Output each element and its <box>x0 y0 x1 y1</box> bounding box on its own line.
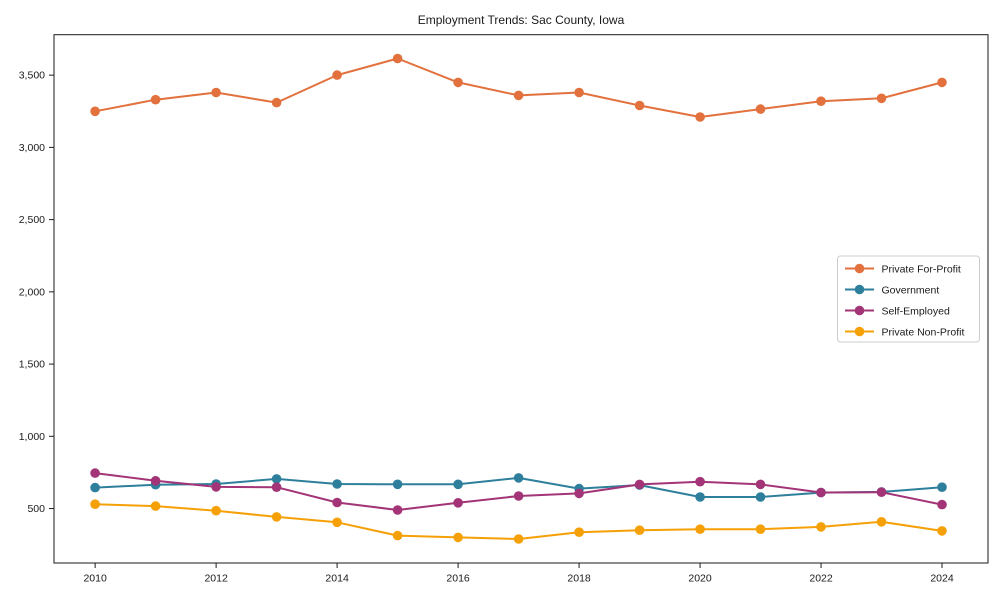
data-point-private-non-profit-2017 <box>513 534 524 544</box>
data-point-private-non-profit-2023 <box>876 517 887 527</box>
data-point-government-2015 <box>392 479 403 490</box>
data-point-private-for-profit-2024 <box>937 77 947 88</box>
legend-label-private-for-profit: Private For-Profit <box>882 263 961 275</box>
legend-marker-private-non-profit-icon <box>854 326 865 337</box>
data-point-self-employed-2015 <box>392 505 403 515</box>
y-axis-tick-label: 3,000 <box>19 142 45 154</box>
x-axis-tick-label: 2016 <box>446 573 470 585</box>
legend-marker-government-icon <box>854 284 865 295</box>
y-axis-tick-label: 1,000 <box>19 431 45 443</box>
y-axis-tick-label: 500 <box>27 503 45 515</box>
data-point-government-2016 <box>453 479 463 490</box>
data-point-self-employed-2011 <box>150 476 161 486</box>
data-point-private-for-profit-2020 <box>695 112 705 122</box>
y-axis-tick-label: 2,500 <box>19 214 45 226</box>
data-point-private-for-profit-2019 <box>634 100 645 111</box>
x-axis-tick-label: 2020 <box>688 573 712 585</box>
legend-label-government: Government <box>882 284 940 296</box>
data-point-private-for-profit-2023 <box>876 93 887 104</box>
x-axis-tick-label: 2010 <box>83 573 107 585</box>
legend-label-self-employed: Self-Employed <box>882 305 950 317</box>
y-axis-tick-label: 1,500 <box>19 359 45 371</box>
legend-marker-private-for-profit-icon <box>854 263 865 274</box>
data-point-self-employed-2023 <box>876 487 887 498</box>
data-point-private-for-profit-2010 <box>90 106 100 117</box>
chart-title: Employment Trends: Sac County, Iowa <box>417 13 625 27</box>
y-axis-tick-label: 2,000 <box>19 286 45 298</box>
data-point-self-employed-2020 <box>695 476 705 487</box>
data-point-private-for-profit-2016 <box>453 77 463 88</box>
data-point-private-non-profit-2013 <box>271 512 282 522</box>
data-point-private-non-profit-2021 <box>755 524 766 534</box>
data-point-self-employed-2010 <box>90 468 100 478</box>
data-point-private-non-profit-2024 <box>937 526 947 536</box>
data-point-government-2024 <box>937 482 947 493</box>
data-point-self-employed-2016 <box>453 498 463 508</box>
data-point-private-for-profit-2013 <box>271 97 282 108</box>
x-axis-tick-label: 2024 <box>930 573 954 585</box>
data-point-government-2017 <box>513 473 524 483</box>
legend-marker-self-employed-icon <box>854 305 865 316</box>
y-axis-tick-label: 3,500 <box>19 70 45 82</box>
data-point-self-employed-2017 <box>513 491 524 501</box>
data-point-self-employed-2024 <box>937 499 947 510</box>
data-point-private-for-profit-2022 <box>816 96 826 106</box>
data-point-private-non-profit-2011 <box>150 501 161 511</box>
data-point-private-for-profit-2018 <box>574 87 584 98</box>
data-point-self-employed-2021 <box>755 479 766 490</box>
x-axis-tick-label: 2018 <box>567 573 591 585</box>
legend-label-private-non-profit: Private Non-Profit <box>882 326 965 338</box>
data-point-self-employed-2022 <box>816 487 826 498</box>
data-point-private-for-profit-2011 <box>150 94 161 105</box>
data-point-government-2020 <box>695 492 705 502</box>
x-axis-tick-label: 2014 <box>325 573 349 585</box>
data-point-self-employed-2013 <box>271 482 282 493</box>
series-line-private-non-profit <box>95 503 943 540</box>
data-point-self-employed-2014 <box>332 497 342 508</box>
data-point-private-non-profit-2016 <box>453 532 463 543</box>
data-point-government-2013 <box>271 474 282 484</box>
data-point-private-non-profit-2018 <box>574 527 584 537</box>
data-point-self-employed-2012 <box>211 482 221 492</box>
series-line-private-for-profit <box>94 57 943 118</box>
data-point-private-for-profit-2015 <box>392 53 403 64</box>
data-point-private-non-profit-2020 <box>695 524 705 534</box>
data-point-private-non-profit-2022 <box>816 522 826 532</box>
data-point-self-employed-2018 <box>574 488 584 499</box>
plot-area-border <box>53 34 989 564</box>
data-point-private-for-profit-2017 <box>513 90 524 101</box>
data-point-government-2014 <box>332 479 342 489</box>
data-point-private-non-profit-2012 <box>211 505 221 516</box>
x-axis-tick-label: 2012 <box>204 573 228 585</box>
data-point-private-non-profit-2015 <box>392 530 403 541</box>
data-point-private-non-profit-2010 <box>90 499 100 510</box>
data-point-private-non-profit-2019 <box>634 525 645 535</box>
legend-box <box>837 255 980 343</box>
data-point-private-non-profit-2014 <box>332 517 342 528</box>
data-point-private-for-profit-2014 <box>332 70 342 80</box>
data-point-government-2010 <box>90 482 100 493</box>
data-point-self-employed-2019 <box>634 479 645 490</box>
data-point-private-for-profit-2012 <box>211 87 221 98</box>
data-point-private-for-profit-2021 <box>755 104 766 114</box>
x-axis-tick-label: 2022 <box>809 573 833 585</box>
data-point-government-2021 <box>755 492 766 502</box>
